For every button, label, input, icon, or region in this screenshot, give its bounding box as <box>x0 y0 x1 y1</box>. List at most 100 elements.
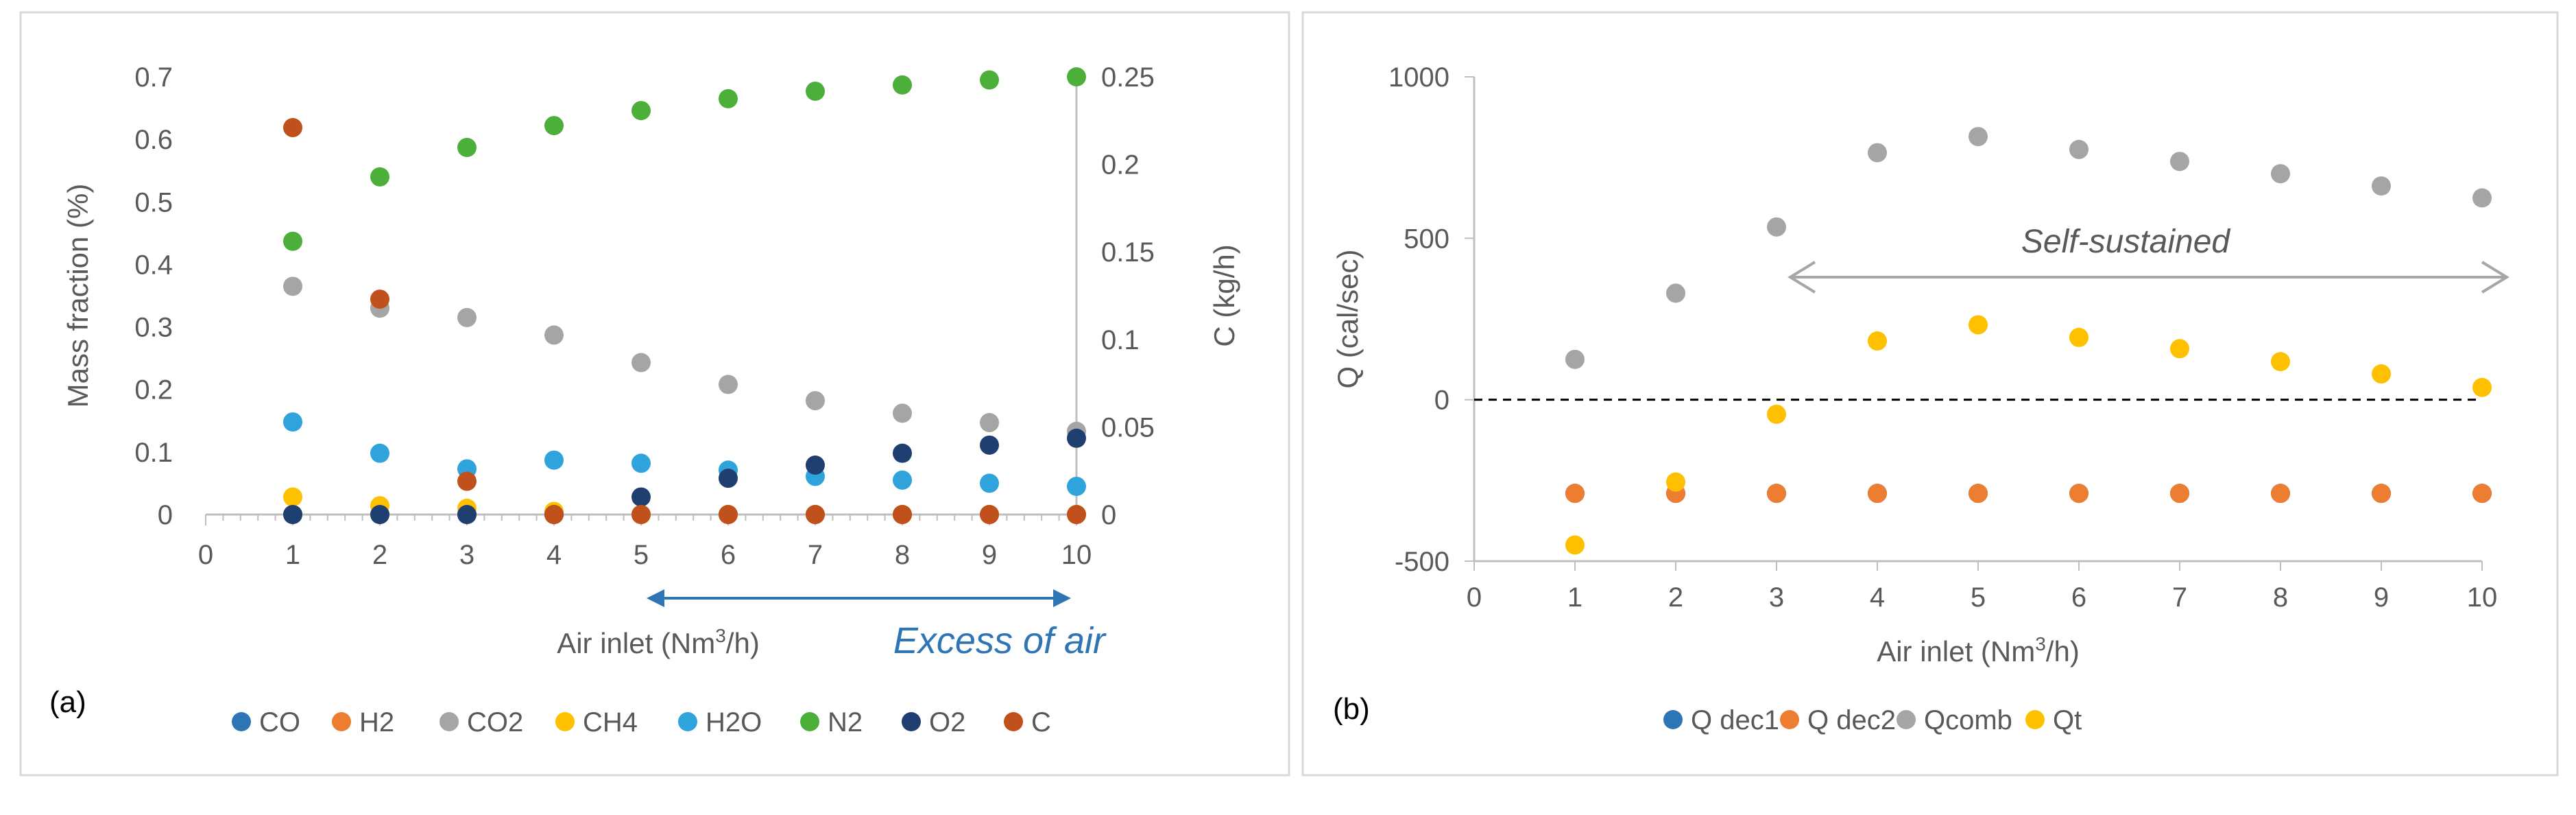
point-co2 <box>980 413 999 433</box>
point-qt <box>2372 364 2391 384</box>
self-sustained-annotation: Self-sustained <box>2021 224 2230 260</box>
y-tick-label: 0.4 <box>134 250 173 280</box>
point-co2 <box>631 353 651 373</box>
legend-label-co: CO <box>259 707 300 737</box>
y-tick-label: 0.2 <box>134 375 173 405</box>
point-h2o <box>980 473 999 493</box>
y2-tick-label: 0.25 <box>1101 62 1155 93</box>
x-tick-label: 2 <box>372 540 387 570</box>
point-co2 <box>893 403 912 423</box>
y2-tick-label: 0.15 <box>1101 237 1155 268</box>
point-o2 <box>370 505 389 524</box>
legend-label-c: C <box>1031 707 1051 737</box>
x-tick-label: 5 <box>634 540 649 570</box>
x-tick-label: 2 <box>1668 582 1683 613</box>
y-tick-label: 0.3 <box>134 313 173 343</box>
y-tick-label: 0.7 <box>134 62 173 93</box>
legend-label-co2: CO2 <box>467 707 523 737</box>
panel-b-chart: 0 1 2 3 4 5 6 7 8 9 10 -500 0 500 1000 Q (cal/sec) Air i… <box>1332 62 2509 735</box>
legend-label-h2: H2 <box>359 707 394 737</box>
point-qcomb <box>2069 139 2089 159</box>
point-q-dec2 <box>1767 484 1786 504</box>
point-o2 <box>719 469 738 488</box>
point-c <box>544 505 564 524</box>
excess-air-arrow-head-left <box>647 589 664 607</box>
point-c <box>806 505 825 524</box>
point-co2 <box>719 375 738 394</box>
y-axis-title: Mass fraction (%) <box>62 184 94 408</box>
point-c <box>719 505 738 524</box>
legend-marker-qt <box>2025 710 2045 729</box>
point-h2o <box>283 412 302 432</box>
legend-marker-q-dec2 <box>1780 710 1799 729</box>
legend-label-q-dec1: Q dec1 <box>1691 705 1779 735</box>
x-tick-label: 4 <box>1870 582 1885 613</box>
point-q-dec2 <box>2069 484 2089 504</box>
point-ch4 <box>283 487 302 507</box>
point-h2o <box>544 450 564 470</box>
y-tick-label: 0 <box>1434 386 1449 416</box>
point-qcomb <box>1565 349 1585 369</box>
point-c <box>631 505 651 524</box>
point-qt <box>1868 331 1887 351</box>
point-q-dec2 <box>2170 484 2189 504</box>
point-n2 <box>1067 67 1086 86</box>
legend-label-n2: N2 <box>828 707 863 737</box>
point-h2o <box>893 470 912 490</box>
point-q-dec2 <box>1868 484 1887 504</box>
x-tick-label: 6 <box>721 540 736 570</box>
x-tick-label: 6 <box>2071 582 2086 613</box>
point-h2o <box>1067 476 1086 496</box>
point-qt <box>1666 472 1685 492</box>
point-h2o <box>370 443 389 463</box>
point-n2 <box>370 167 389 187</box>
point-c <box>283 118 302 138</box>
legend-marker-co <box>232 712 251 731</box>
x-tick-label: 0 <box>198 540 213 570</box>
point-qcomb <box>1767 217 1786 237</box>
y2-tick-label: 0.1 <box>1101 325 1140 355</box>
point-co2 <box>806 391 825 411</box>
point-qcomb <box>1969 127 1988 147</box>
point-n2 <box>806 81 825 101</box>
y-tick-label: 500 <box>1404 224 1449 254</box>
y-tick-label: 0.1 <box>134 438 173 468</box>
point-c <box>893 505 912 524</box>
x-tick-label: 8 <box>2273 582 2288 613</box>
excess-air-annotation: Excess of air <box>893 620 1107 661</box>
point-qt <box>2472 377 2492 397</box>
legend-marker-q-dec1 <box>1663 710 1683 729</box>
x-axis-title: Air inlet (Nm3/h) <box>557 625 760 659</box>
point-qt <box>1565 535 1585 555</box>
y2-tick-label: 0.2 <box>1101 150 1140 180</box>
legend-marker-qcomb <box>1897 710 1916 729</box>
point-q-dec2 <box>1565 484 1585 504</box>
x-tick-label: 3 <box>1769 582 1784 613</box>
legend-marker-co2 <box>440 712 459 731</box>
point-n2 <box>893 75 912 95</box>
legend-label-o2: O2 <box>929 707 965 737</box>
legend-label-h2o: H2O <box>706 707 762 737</box>
y2-axis-title: C (kg/h) <box>1208 244 1240 346</box>
y2-tick-label: 0.05 <box>1101 412 1155 442</box>
legend-label-q-dec2: Q dec2 <box>1807 705 1896 735</box>
point-qt <box>1767 404 1786 424</box>
point-n2 <box>719 88 738 108</box>
point-q-dec2 <box>2472 484 2492 504</box>
point-c <box>457 471 477 491</box>
panel-b-frame <box>1301 11 2559 777</box>
point-n2 <box>631 101 651 121</box>
y-tick-label: 0.5 <box>134 187 173 217</box>
x-tick-label: 1 <box>285 540 300 570</box>
x-tick-label: 7 <box>808 540 823 570</box>
panel-label-b: (b) <box>1333 692 1370 726</box>
y2-tick-label: 0 <box>1101 500 1116 530</box>
x-tick-label: 1 <box>1567 582 1582 613</box>
legend-marker-ch4 <box>555 712 575 731</box>
point-qt <box>1969 315 1988 335</box>
point-o2 <box>1067 428 1086 448</box>
point-qcomb <box>1666 283 1685 303</box>
point-co2 <box>283 276 302 296</box>
point-qt <box>2069 327 2089 347</box>
